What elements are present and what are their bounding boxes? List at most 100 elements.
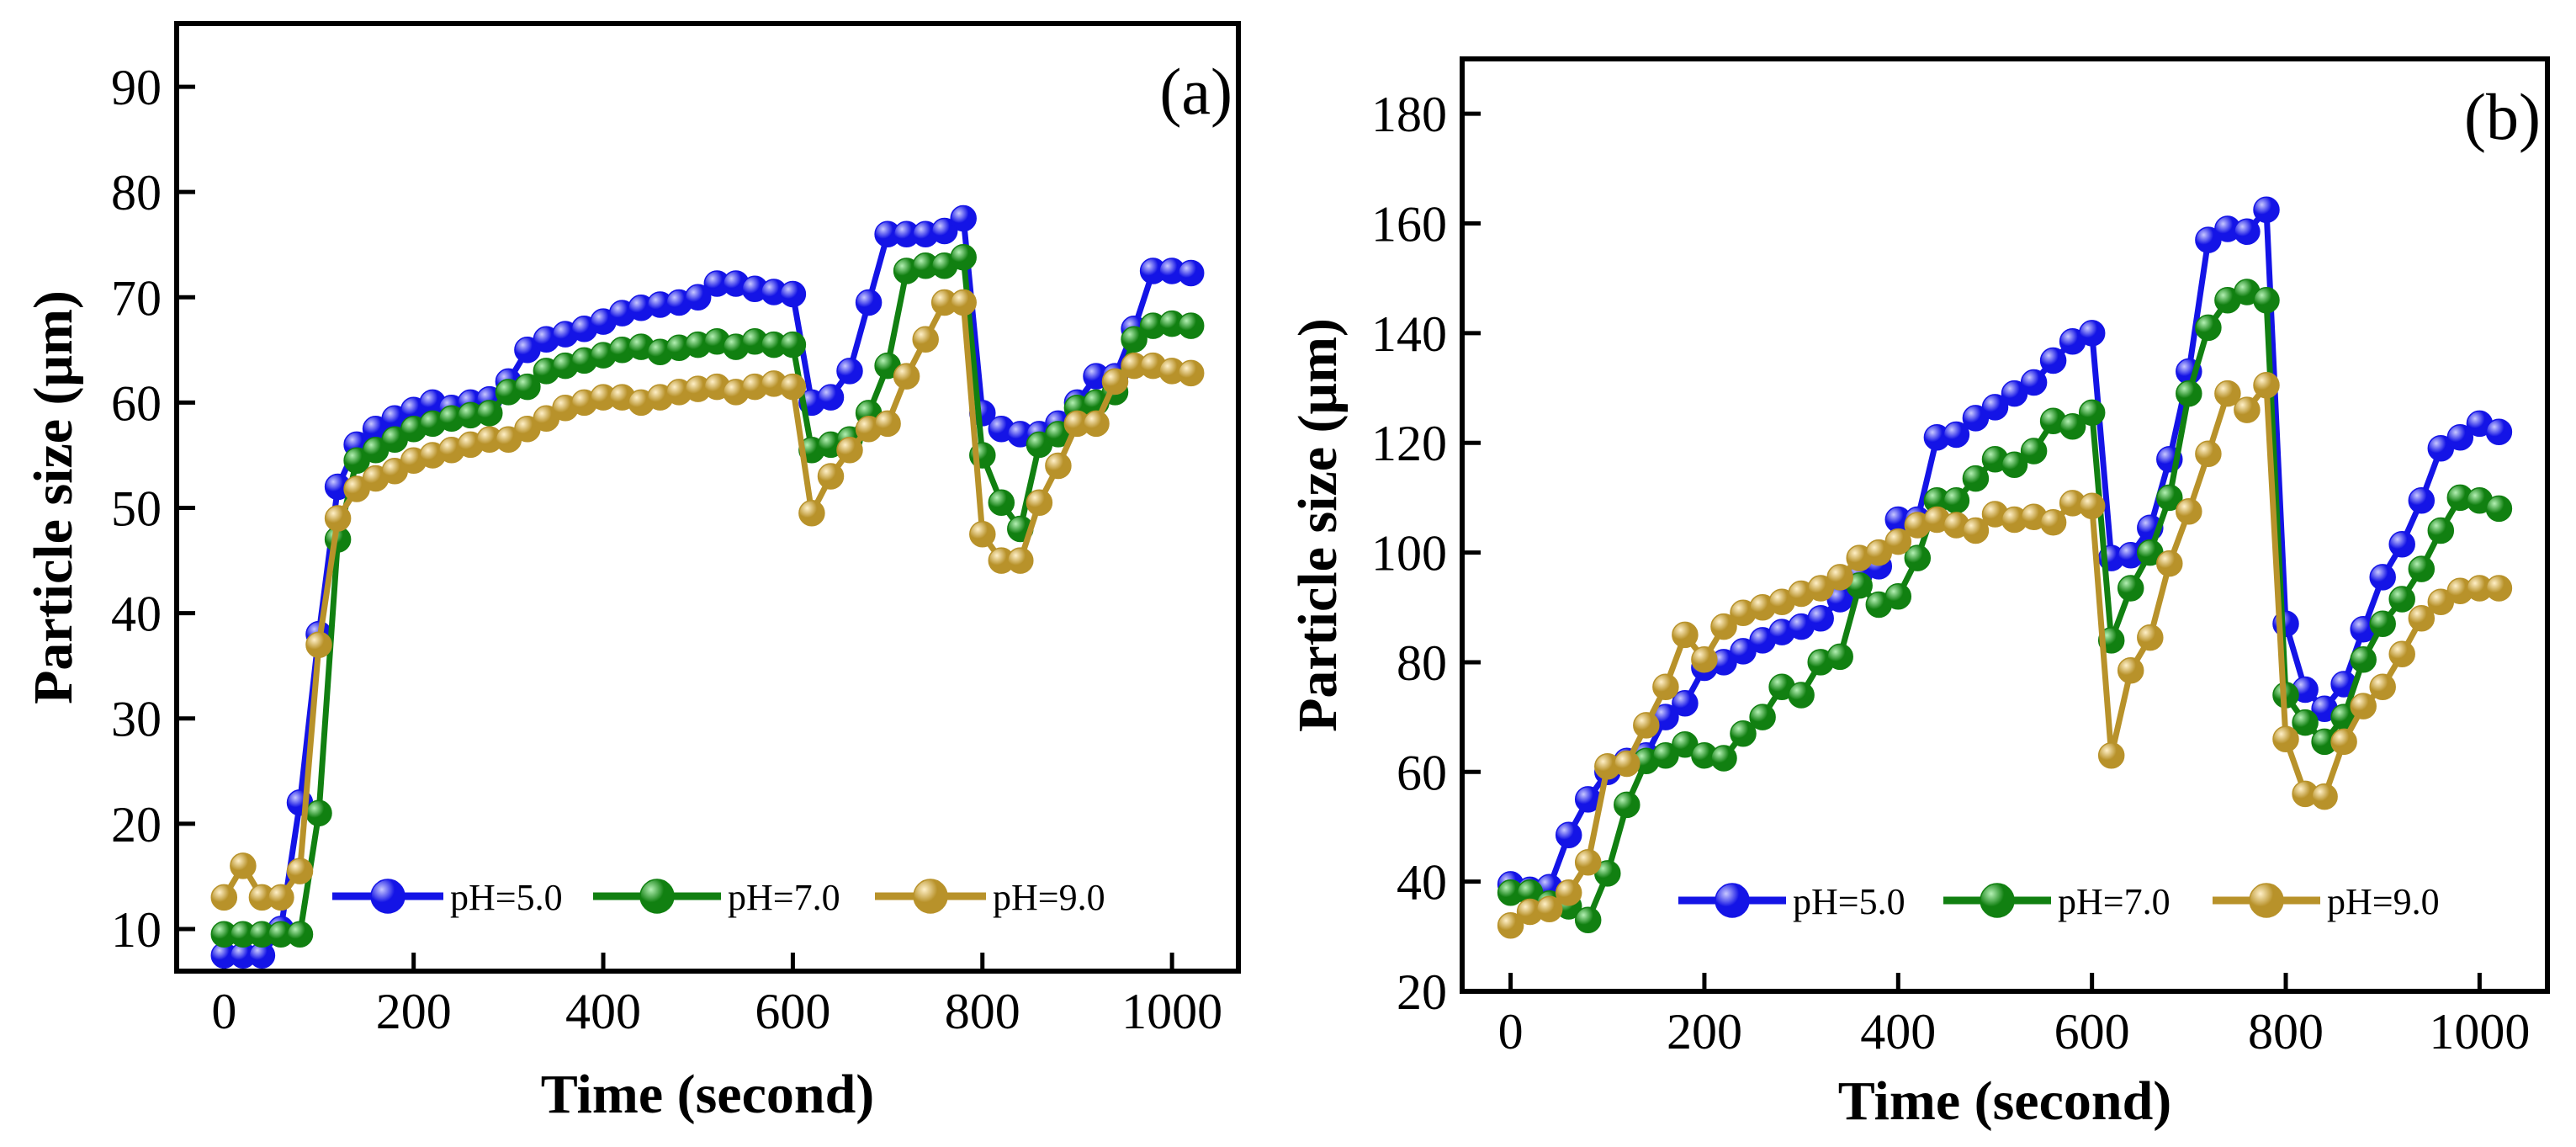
axis-ticks-a: 0 200 400 600 800 1000 10 20 30 40 50 60 70 80 90 <box>111 60 1222 1039</box>
data-point <box>2020 369 2048 396</box>
legend-label: pH=7.0 <box>728 877 840 918</box>
series-pH=7.0 <box>210 243 1205 948</box>
legend-marker <box>2249 883 2284 918</box>
y-tick-label: 40 <box>111 587 162 642</box>
y-tick-label: 30 <box>111 692 162 747</box>
data-point <box>1730 720 1757 747</box>
y-tick-label: 70 <box>111 270 162 326</box>
series-pH=9.0 <box>210 289 1205 911</box>
data-point <box>2427 517 2455 544</box>
data-point <box>855 289 883 316</box>
data-point <box>230 852 257 879</box>
data-point <box>1007 547 1034 574</box>
legend-item: pH=7.0 <box>593 877 840 918</box>
data-point <box>817 384 845 411</box>
y-axis-title-a: Particle size (μm) <box>23 290 84 704</box>
x-tick-label: 1000 <box>2429 1004 2530 1059</box>
data-point <box>476 400 503 427</box>
data-point <box>2195 314 2222 342</box>
x-axis-title-a: Time (second) <box>541 1064 875 1125</box>
y-tick-label: 60 <box>1397 745 1447 800</box>
axis-ticks-b: 0 200 400 600 800 1000 20 40 60 80 100 120 140 160 180 <box>1371 87 2530 1059</box>
data-point <box>1177 312 1205 339</box>
data-point <box>798 500 825 527</box>
data-point <box>912 326 939 353</box>
data-point <box>1884 582 1912 610</box>
series-pH=5.0 <box>1497 196 2513 904</box>
data-point <box>2078 492 2106 519</box>
data-point <box>2408 605 2436 632</box>
data-point <box>2330 728 2357 756</box>
data-point <box>969 521 996 548</box>
data-point <box>2137 624 2164 651</box>
data-point <box>2350 693 2377 720</box>
x-tick-label: 800 <box>945 984 1020 1039</box>
data-point <box>1807 605 1834 632</box>
x-tick-label: 600 <box>2054 1004 2130 1059</box>
legend-item: pH=9.0 <box>875 877 1105 918</box>
legend-item: pH=7.0 <box>1943 881 2171 922</box>
series-group-b <box>1497 196 2513 939</box>
data-point <box>2097 741 2125 769</box>
data-point <box>2388 640 2415 667</box>
data-point <box>1884 528 1912 555</box>
data-point <box>1943 421 1970 449</box>
legend-marker <box>913 879 948 914</box>
legend-label: pH=5.0 <box>1793 881 1905 922</box>
data-point <box>1574 906 1602 934</box>
y-tick-label: 120 <box>1371 416 1447 471</box>
legend-marker <box>1980 883 2015 918</box>
data-point <box>1652 673 1679 701</box>
panel-b: 0 200 400 600 800 1000 20 40 60 80 100 120 140 160 180… <box>1287 56 2550 1132</box>
data-point <box>1826 643 1853 671</box>
data-point <box>2117 575 2144 602</box>
data-point <box>2176 497 2202 525</box>
data-point <box>836 358 863 385</box>
y-tick-label: 140 <box>1371 306 1447 362</box>
series-line <box>224 254 1192 937</box>
y-tick-label: 20 <box>111 797 162 852</box>
y-tick-label: 100 <box>1371 526 1447 581</box>
data-point <box>2020 438 2048 465</box>
data-point <box>2369 673 2396 701</box>
data-point <box>779 331 807 358</box>
data-point <box>2214 380 2241 407</box>
data-point <box>1555 821 1582 848</box>
data-point <box>874 410 901 438</box>
y-tick-label: 90 <box>111 60 162 115</box>
data-point <box>930 217 958 245</box>
data-point <box>286 921 314 948</box>
data-point <box>1788 682 1815 709</box>
data-point <box>2078 320 2106 347</box>
data-point <box>2369 610 2396 638</box>
data-point <box>2408 486 2436 514</box>
data-point <box>1962 465 1990 492</box>
plot-frame-b <box>1460 56 2550 994</box>
y-tick-label: 60 <box>111 375 162 431</box>
data-point <box>1749 704 1776 730</box>
data-point <box>1826 564 1853 591</box>
y-tick-label: 20 <box>1397 964 1447 1020</box>
data-point <box>1710 745 1737 772</box>
data-point <box>2311 783 2338 810</box>
data-point <box>1614 750 1640 778</box>
y-tick-label: 80 <box>111 165 162 220</box>
data-point <box>2001 451 2028 479</box>
data-point <box>1555 879 1582 906</box>
data-point <box>2078 399 2106 427</box>
legend-marker <box>370 879 405 914</box>
y-tick-label: 50 <box>111 481 162 537</box>
legend-item: pH=9.0 <box>2213 881 2440 922</box>
legend-a: pH=5.0 pH=7.0 pH=9.0 <box>332 877 1105 918</box>
legend-item: pH=5.0 <box>332 877 563 918</box>
data-point <box>305 631 332 658</box>
plot-frame-a <box>174 21 1241 974</box>
data-point <box>1497 912 1524 939</box>
data-point <box>305 799 332 827</box>
data-point <box>1962 517 1990 544</box>
data-point <box>2485 495 2513 523</box>
data-point <box>1121 326 1148 353</box>
y-tick-label: 40 <box>1397 855 1447 911</box>
data-point <box>2156 550 2183 577</box>
